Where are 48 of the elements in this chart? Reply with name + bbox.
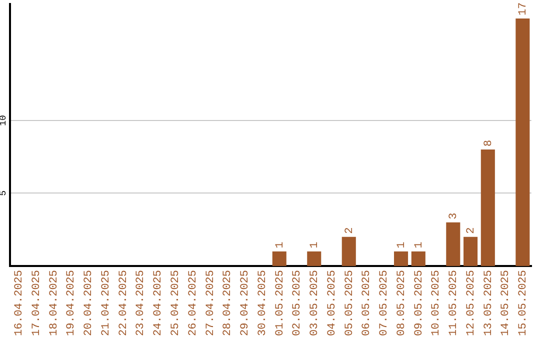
x-tick-label: 15.05.2025 bbox=[518, 270, 530, 336]
x-tick-label: 23.04.2025 bbox=[135, 270, 148, 336]
x-tick-label: 12.05.2025 bbox=[465, 270, 478, 336]
bar bbox=[464, 236, 478, 266]
data-label: 17 bbox=[518, 2, 530, 16]
bar bbox=[411, 251, 426, 266]
bar bbox=[516, 18, 530, 266]
x-tick-label: 08.05.2025 bbox=[396, 270, 408, 336]
x-tick-label: 18.04.2025 bbox=[48, 270, 60, 336]
x-tick-label: 05.05.2025 bbox=[344, 270, 356, 336]
bar bbox=[272, 251, 286, 266]
x-tick-label: 30.04.2025 bbox=[256, 270, 269, 336]
bar bbox=[342, 236, 356, 266]
x-tick-label: 28.04.2025 bbox=[222, 270, 234, 336]
data-label: 1 bbox=[309, 241, 322, 248]
x-tick-label: 07.05.2025 bbox=[378, 270, 391, 336]
bar bbox=[480, 150, 495, 266]
x-tick-label: 02.05.2025 bbox=[292, 270, 304, 336]
data-label: 2 bbox=[465, 227, 478, 234]
x-tick-label: 24.04.2025 bbox=[152, 270, 165, 336]
x-tick-label: 11.05.2025 bbox=[448, 270, 460, 336]
x-tick-label: 22.04.2025 bbox=[118, 270, 130, 336]
x-tick-label: 17.04.2025 bbox=[30, 270, 43, 336]
data-label: 8 bbox=[482, 140, 495, 147]
data-label: 1 bbox=[413, 241, 426, 248]
x-tick-label: 16.04.2025 bbox=[14, 270, 26, 336]
bar bbox=[446, 222, 460, 266]
x-tick-label: 03.05.2025 bbox=[309, 270, 322, 336]
data-label: 3 bbox=[448, 212, 460, 220]
x-tick-label: 27.04.2025 bbox=[204, 270, 217, 336]
x-tick-label: 21.04.2025 bbox=[100, 270, 112, 336]
x-tick-label: 10.05.2025 bbox=[430, 270, 443, 336]
x-tick-label: 29.04.2025 bbox=[240, 270, 252, 336]
x-tick-label: 06.05.2025 bbox=[361, 270, 374, 336]
x-tick-label: 13.05.2025 bbox=[482, 270, 495, 336]
x-tick-label: 01.05.2025 bbox=[274, 270, 286, 336]
x-tick-label: 25.04.2025 bbox=[170, 270, 182, 336]
x-tick-label: 04.05.2025 bbox=[326, 270, 338, 336]
x-tick-label: 20.04.2025 bbox=[83, 270, 96, 336]
x-tick-label: 26.04.2025 bbox=[187, 270, 200, 336]
bar bbox=[307, 251, 322, 266]
data-label: 1 bbox=[274, 241, 286, 248]
bar bbox=[394, 251, 408, 266]
x-tick-label: 19.04.2025 bbox=[66, 270, 78, 336]
data-label: 2 bbox=[344, 227, 356, 234]
x-tick-label: 09.05.2025 bbox=[413, 270, 426, 336]
x-tick-label: 14.05.2025 bbox=[500, 270, 512, 336]
data-label: 1 bbox=[396, 241, 408, 248]
